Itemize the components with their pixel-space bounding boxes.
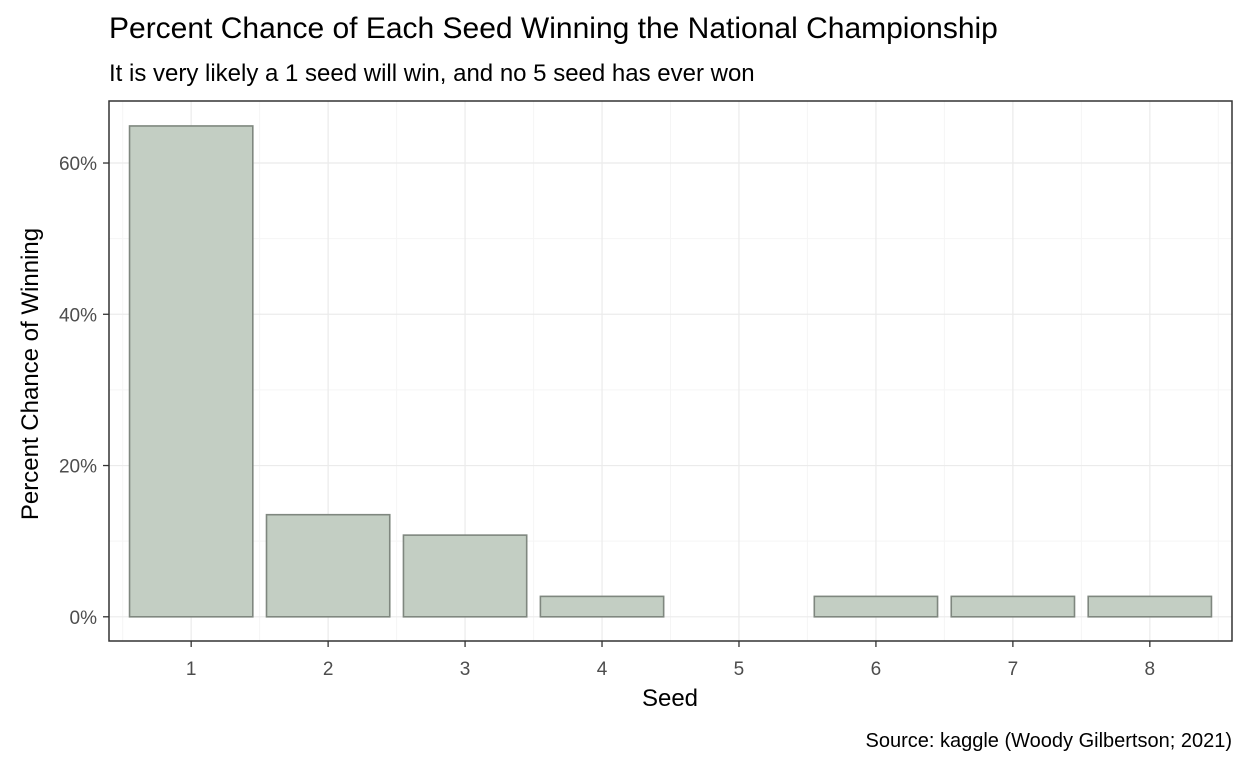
x-tick-label: 4: [597, 659, 608, 680]
chart-subtitle: It is very likely a 1 seed will win, and…: [109, 60, 755, 87]
y-tick-label: 60%: [59, 154, 97, 175]
y-tick-label: 0%: [70, 608, 98, 629]
x-tick-label: 6: [871, 659, 882, 680]
y-tick-label: 20%: [59, 457, 97, 478]
axes: 0% 20% 40% 60% 1 2 3 4 5 6 7 8: [59, 154, 1155, 680]
chart-caption: Source: kaggle (Woody Gilbertson; 2021): [865, 730, 1233, 752]
panel-border: [108, 100, 1233, 642]
bar-seed-3: [402, 534, 528, 618]
chart-title: Percent Chance of Each Seed Winning the …: [109, 12, 998, 45]
x-tick-label: 8: [1145, 659, 1156, 680]
x-tick-label: 1: [186, 659, 197, 680]
bar-seed-7: [950, 595, 1076, 618]
x-tick-label: 5: [734, 659, 745, 680]
y-tick-label: 40%: [59, 305, 97, 326]
bar-seed-2: [265, 513, 391, 618]
bar-seed-4: [539, 595, 665, 618]
x-tick-label: 2: [323, 659, 334, 680]
bar-seed-6: [813, 595, 939, 618]
bar-seed-8: [1087, 595, 1213, 618]
bars: [128, 125, 1213, 618]
x-tick-label: 7: [1008, 659, 1019, 680]
bar-seed-1: [128, 125, 254, 618]
x-tick-label: 3: [460, 659, 471, 680]
x-axis-title: Seed: [641, 685, 699, 712]
